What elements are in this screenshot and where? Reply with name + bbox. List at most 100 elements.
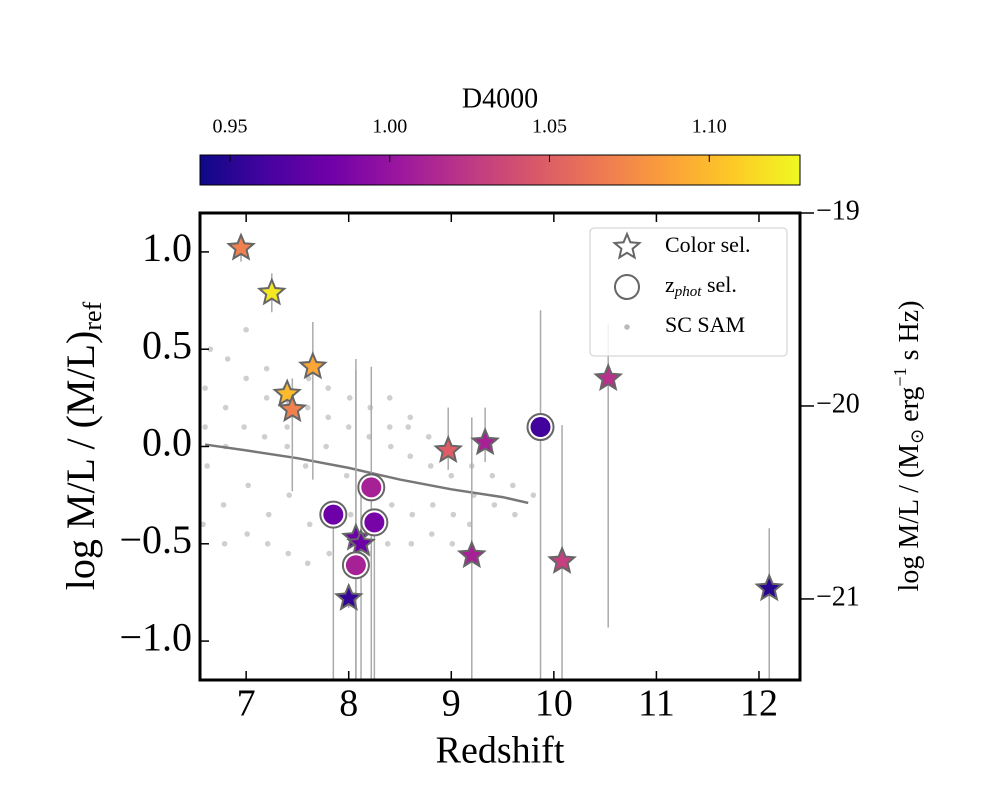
sam-point: [245, 482, 252, 489]
y-tick-label: −1.0: [119, 614, 192, 659]
circle-marker: [323, 504, 344, 525]
sam-point: [448, 472, 455, 479]
sam-point: [284, 424, 290, 430]
star-marker: [456, 539, 487, 569]
x-tick-label: 11: [638, 683, 675, 725]
x-tick-label: 9: [442, 683, 461, 725]
legend-label-part: sel.: [701, 272, 736, 297]
sam-point: [265, 511, 272, 518]
legend: Color sel. zphot sel. SC SAM: [589, 227, 788, 357]
y-tick-label: 1.0: [142, 225, 192, 270]
y2-label-part: s Hz): [894, 301, 925, 368]
sam-point: [200, 521, 206, 528]
sam-point: [204, 463, 210, 469]
sam-point: [428, 531, 435, 537]
sam-point: [405, 424, 412, 430]
overlay: [226, 232, 785, 611]
star-marker: [470, 426, 500, 456]
sam-point: [407, 414, 414, 421]
sam-point: [489, 472, 496, 479]
sam-point: [530, 492, 537, 498]
y2-tick-label: −19: [816, 195, 860, 226]
sam-point: [512, 511, 518, 518]
sam-point: [407, 453, 414, 460]
star-marker: [346, 528, 376, 557]
sam-point: [241, 424, 247, 430]
star-marker: [547, 545, 577, 574]
star-marker: [754, 572, 785, 602]
legend-dot: [624, 324, 630, 330]
plot-frame: [198, 211, 802, 682]
sam-point: [263, 395, 270, 401]
sam-point: [220, 502, 227, 508]
colorbar-tick-label: 1.00: [372, 116, 407, 138]
sam-point: [343, 472, 350, 479]
x-tick-label: 12: [740, 683, 778, 725]
sam-point: [425, 433, 432, 440]
sam-point: [261, 433, 268, 440]
y-label-main: log M/L / (M/L): [58, 331, 103, 591]
sam-point: [224, 356, 231, 362]
star-marker: [226, 232, 256, 261]
sam-point: [202, 385, 208, 391]
sam-point: [306, 521, 313, 528]
star-marker: [593, 362, 624, 392]
x-tick-label: 7: [237, 683, 256, 725]
legend-label-part: z: [665, 272, 675, 297]
sam-point: [510, 482, 516, 489]
sam-point: [244, 531, 250, 537]
sam-point: [325, 385, 332, 391]
y2-tick-label: −20: [816, 388, 860, 419]
sam-point: [346, 395, 353, 401]
sam-point: [263, 365, 270, 372]
star-marker: [272, 378, 302, 407]
sam-point: [264, 540, 271, 547]
star-marker: [433, 434, 464, 464]
sam-point: [384, 540, 391, 547]
legend-label: SC SAM: [665, 312, 745, 337]
legend-label: zphot sel.: [665, 272, 737, 300]
star-marker: [277, 393, 308, 423]
sam-point: [408, 540, 415, 547]
sam-point: [491, 502, 498, 508]
legend-star: [612, 231, 642, 260]
y2-tick-label: −21: [816, 581, 860, 612]
sam-point: [325, 414, 332, 421]
y2-label-sub: ⊙: [907, 429, 927, 444]
sam-point: [284, 443, 290, 450]
y-tick-label: −0.5: [119, 517, 192, 562]
colorbar: [199, 154, 801, 186]
sam-point: [388, 502, 395, 508]
circle-marker: [361, 477, 382, 498]
sam-point: [207, 346, 214, 353]
x-tick-label: 10: [535, 683, 573, 725]
sam-point: [347, 511, 354, 518]
sam-point: [302, 463, 309, 469]
circle-marker: [530, 417, 551, 438]
sam-point: [430, 502, 436, 508]
colorbar-tick-label: 1.10: [692, 116, 727, 138]
sam-point: [345, 424, 352, 430]
colorbar-tick-label: 1.05: [532, 116, 567, 138]
colorbar-tick-label: 0.95: [213, 116, 248, 138]
x-axis-label: Redshift: [436, 730, 565, 772]
y-label-sub: ref: [78, 301, 107, 330]
x-tick-label: 8: [339, 683, 358, 725]
colorbar-label: D4000: [462, 83, 538, 114]
sam-point: [304, 404, 311, 411]
y-axis-label: log M/L / (M/L)ref: [58, 301, 107, 590]
sam-point: [449, 540, 456, 547]
sam-point: [367, 404, 374, 411]
sam-point: [387, 443, 394, 450]
sam-point: [243, 375, 249, 382]
sam-point: [323, 443, 329, 450]
sam-point: [243, 326, 249, 333]
sam-point: [386, 395, 393, 401]
y2-axis-label: log M/L / (M⊙ erg−1 s Hz): [890, 301, 927, 592]
y2-label-part: log M/L / (M: [894, 444, 925, 592]
sam-point: [285, 550, 292, 557]
sam-point: [304, 560, 311, 567]
circle-marker: [345, 555, 366, 576]
sam-point: [386, 424, 393, 430]
